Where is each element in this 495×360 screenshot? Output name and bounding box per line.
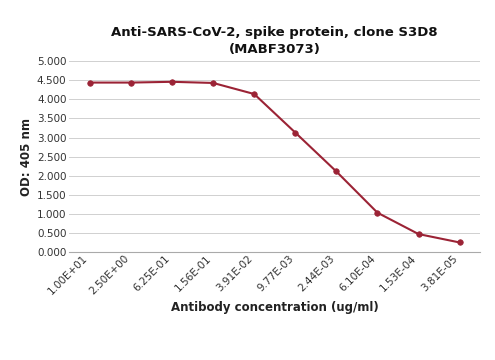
Title: Anti-SARS-CoV-2, spike protein, clone S3D8
(MABF3073): Anti-SARS-CoV-2, spike protein, clone S3… [111,26,438,56]
X-axis label: Antibody concentration (ug/ml): Antibody concentration (ug/ml) [171,301,379,314]
Y-axis label: OD: 405 nm: OD: 405 nm [20,118,33,195]
